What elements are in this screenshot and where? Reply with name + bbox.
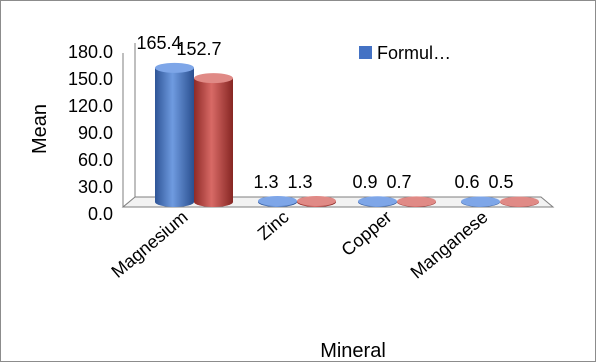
bar-zinc-blue [258, 195, 297, 207]
bar-top [358, 196, 397, 207]
bar-top [194, 73, 233, 84]
y-tick-label: 150.0 [68, 69, 113, 89]
bar-manganese-blue [461, 196, 500, 207]
y-axis-title: Mean [29, 104, 51, 154]
data-label: 0.6 [454, 172, 479, 192]
data-label: 1.3 [253, 172, 278, 192]
bar-top [297, 195, 336, 206]
bar-top [155, 62, 194, 73]
bar-magnesium-red [194, 73, 233, 207]
data-label: 0.9 [352, 172, 377, 192]
category-label-copper: Copper [337, 207, 395, 260]
y-axis-ticks: 180.0 150.0 120.0 90.0 60.0 30.0 0.0 [68, 42, 113, 224]
category-labels: Magnesium Zinc Copper Manganese [107, 207, 491, 283]
legend: Formul… [359, 43, 451, 63]
bar-magnesium-blue [155, 62, 194, 207]
y-tick-label: 60.0 [78, 150, 113, 170]
bar-copper-blue [358, 196, 397, 207]
bar-top [258, 195, 297, 206]
category-label-manganese: Manganese [407, 207, 492, 283]
bar-top [397, 196, 436, 207]
category-label-zinc: Zinc [254, 207, 293, 244]
legend-swatch-blue [359, 46, 372, 59]
bar-series [155, 62, 539, 207]
y-tick-label: 0.0 [88, 204, 113, 224]
category-label-magnesium: Magnesium [107, 207, 191, 282]
bar-body [155, 67, 194, 207]
data-label: 1.3 [287, 172, 312, 192]
y-tick-label: 90.0 [78, 123, 113, 143]
y-tick-label: 180.0 [68, 42, 113, 62]
data-label: 152.7 [176, 39, 221, 59]
data-label: 0.5 [488, 172, 513, 192]
bar-manganese-red [500, 196, 539, 207]
y-tick-label: 30.0 [78, 177, 113, 197]
x-axis-title: Mineral [320, 340, 386, 362]
bar-zinc-red [297, 195, 336, 207]
data-label: 165.4 [136, 33, 181, 53]
bar-top [500, 196, 539, 207]
bar-top [461, 196, 500, 207]
data-label: 0.7 [386, 172, 411, 192]
bar-copper-red [397, 196, 436, 207]
bar-body [194, 78, 233, 207]
legend-entry-label: Formul… [377, 43, 451, 63]
y-tick-label: 120.0 [68, 96, 113, 116]
